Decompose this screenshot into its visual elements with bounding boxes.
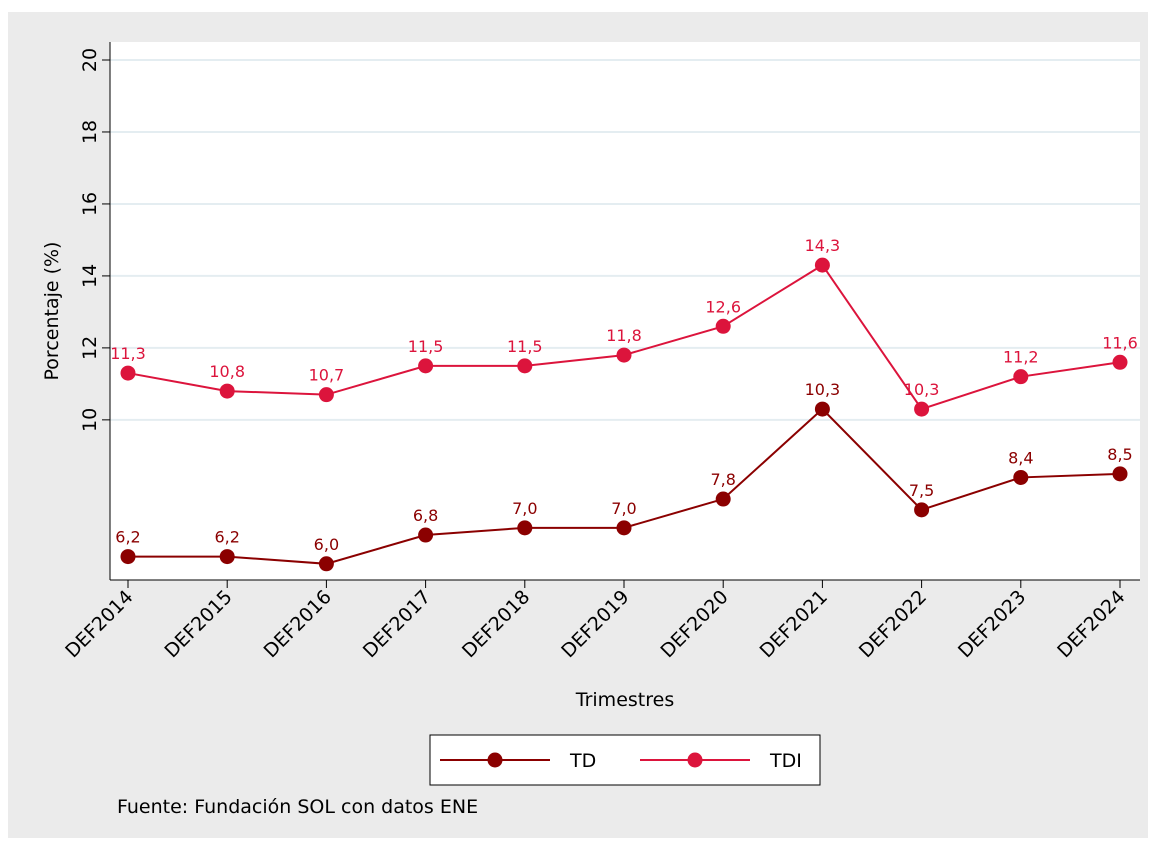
value-label: 10,8 — [209, 362, 245, 381]
point — [318, 556, 334, 572]
value-label: 7,8 — [710, 470, 735, 489]
value-label: 11,8 — [606, 326, 642, 345]
point — [814, 401, 830, 417]
point — [219, 383, 235, 399]
value-label: 14,3 — [805, 236, 841, 255]
y-tick-label: 20 — [79, 48, 101, 72]
value-label: 8,4 — [1008, 448, 1033, 467]
point — [616, 347, 632, 363]
y-tick-label: 14 — [79, 264, 101, 288]
y-axis-label: Porcentaje (%) — [41, 242, 63, 381]
point — [418, 358, 434, 374]
point — [318, 387, 334, 403]
value-label: 10,3 — [805, 380, 841, 399]
y-tick-label: 10 — [79, 408, 101, 432]
value-label: 6,2 — [214, 528, 239, 547]
note: Fuente: Fundación SOL con datos ENE — [117, 796, 478, 818]
point — [1013, 469, 1029, 485]
value-label: 7,5 — [909, 481, 934, 500]
y-tick-label: 18 — [79, 120, 101, 144]
value-label: 11,2 — [1003, 348, 1039, 367]
legend-label: TDI — [769, 750, 802, 772]
legend-marker — [687, 752, 703, 768]
legend-label: TD — [569, 750, 596, 772]
value-label: 11,5 — [408, 337, 444, 356]
value-label: 6,0 — [314, 535, 339, 554]
point — [1013, 369, 1029, 385]
value-label: 10,7 — [309, 366, 345, 385]
point — [914, 502, 930, 518]
value-label: 10,3 — [904, 380, 940, 399]
value-label: 6,2 — [115, 528, 140, 547]
point — [715, 491, 731, 507]
value-label: 11,3 — [110, 344, 146, 363]
point — [418, 527, 434, 543]
point — [1112, 354, 1128, 370]
point — [120, 549, 136, 565]
y-tick-label: 16 — [79, 192, 101, 216]
point — [616, 520, 632, 536]
point — [219, 549, 235, 565]
value-label: 12,6 — [705, 297, 741, 316]
value-label: 7,0 — [512, 499, 537, 518]
legend-marker — [487, 752, 503, 768]
point — [120, 365, 136, 381]
value-label: 11,6 — [1102, 333, 1138, 352]
value-label: 6,8 — [413, 506, 438, 525]
value-label: 7,0 — [611, 499, 636, 518]
value-label: 11,5 — [507, 337, 543, 356]
point — [814, 257, 830, 273]
point — [914, 401, 930, 417]
x-axis-label: Trimestres — [575, 689, 674, 711]
point — [715, 318, 731, 334]
point — [1112, 466, 1128, 482]
point — [517, 358, 533, 374]
y-tick-label: 12 — [79, 336, 101, 360]
value-label: 8,5 — [1107, 445, 1132, 464]
point — [517, 520, 533, 536]
